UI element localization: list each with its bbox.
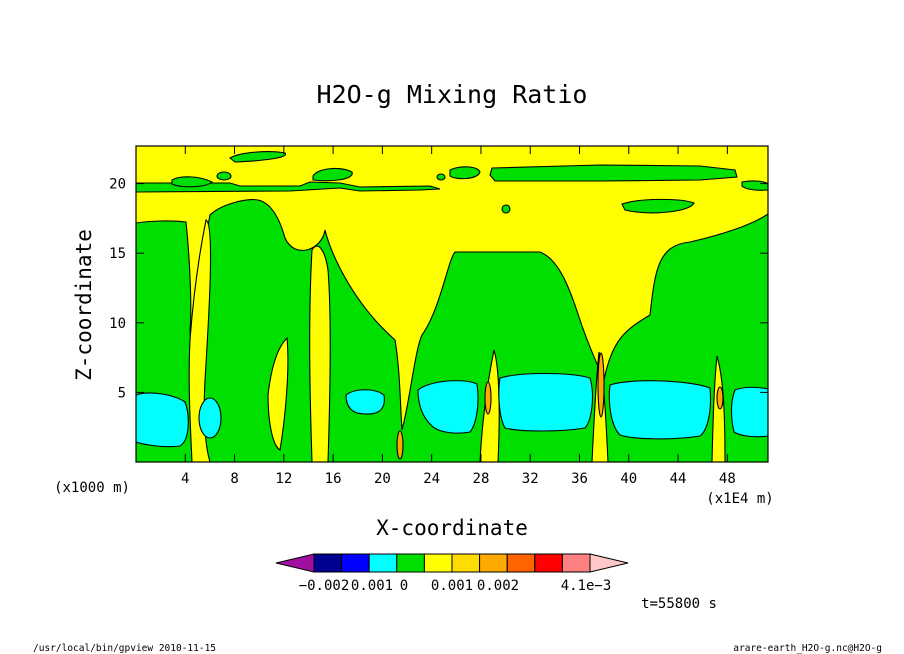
y-axis-label: Z-coordinate — [72, 229, 96, 381]
moist-layer — [171, 176, 213, 188]
colorbar-label: 0.001 — [431, 578, 473, 594]
x-axis-label: X-coordinate — [376, 516, 528, 540]
dry-pocket — [136, 392, 189, 448]
x-tick-label: 40 — [620, 471, 637, 487]
channel — [711, 355, 726, 462]
colorbar-cell — [368, 553, 398, 573]
colorbar: −0.002 0.001 0 0.001 0.002 4.1e−3 — [275, 553, 629, 594]
colorbar-label: −0.002 — [299, 578, 350, 594]
x-tick-label: 20 — [374, 471, 391, 487]
moist-streak — [716, 386, 724, 410]
x-unit-left: (x1000 m) — [54, 480, 130, 496]
moist-layer — [449, 166, 481, 180]
dry-pocket — [730, 386, 768, 438]
x-tick-label: 8 — [230, 471, 238, 487]
time-label: t=55800 s — [641, 596, 717, 612]
moist-layer — [312, 167, 353, 182]
x-tick-label: 12 — [275, 471, 292, 487]
y-tick-label: 5 — [118, 385, 126, 401]
plot-frame — [135, 145, 769, 463]
x-tick-label: 48 — [719, 471, 736, 487]
dry-pocket — [417, 380, 479, 434]
colorbar-high-arrow — [589, 553, 629, 573]
dry-pocket — [345, 389, 385, 415]
x-tick-label: 28 — [473, 471, 490, 487]
colorbar-cell — [479, 553, 508, 573]
x-tick-label: 24 — [423, 471, 440, 487]
colorbar-cell — [561, 553, 591, 573]
y-axis: 5 10 15 20 — [109, 177, 768, 401]
colorbar-cell — [423, 553, 453, 573]
moist-layer — [501, 204, 511, 214]
x-unit-right: (x1E4 m) — [706, 491, 773, 507]
moist-layer — [229, 151, 286, 163]
dry-pocket — [498, 372, 594, 432]
x-tick-label: 4 — [181, 471, 189, 487]
colorbar-cell — [451, 553, 481, 573]
colorbar-label: 0 — [400, 578, 408, 594]
colorbar-low-arrow — [275, 553, 315, 573]
dry-pocket — [608, 380, 712, 440]
y-tick-label: 15 — [109, 246, 126, 262]
chart-title: H2O-g Mixing Ratio — [317, 80, 588, 109]
y-tick-label: 10 — [109, 316, 126, 332]
colorbar-cell — [534, 553, 563, 573]
x-tick-label: 36 — [571, 471, 588, 487]
x-tick-label: 16 — [325, 471, 342, 487]
colorbar-cell — [396, 553, 425, 573]
moist-layer — [489, 164, 738, 182]
moist-streak — [484, 381, 492, 415]
moist-layer — [436, 173, 446, 181]
moist-layer — [136, 181, 441, 193]
colorbar-label: 4.1e−3 — [561, 578, 612, 594]
footer-right: arare-earth_H2O-g.nc@H2O-g — [733, 643, 882, 654]
x-tick-label: 32 — [522, 471, 539, 487]
channel — [267, 336, 289, 451]
moist-streak — [597, 352, 605, 418]
y-tick-label: 20 — [109, 177, 126, 193]
moist-layer — [216, 171, 232, 181]
footer-left: /usr/local/bin/gpview 2010-11-15 — [33, 643, 216, 654]
colorbar-label: 0.001 — [351, 578, 393, 594]
dry-pocket — [198, 397, 222, 439]
x-axis: 4 8 12 16 20 24 28 32 36 40 44 48 — [181, 146, 736, 487]
colorbar-cell — [506, 553, 536, 573]
moist-layer — [621, 198, 695, 214]
colorbar-label: 0.002 — [477, 578, 519, 594]
x-tick-label: 44 — [670, 471, 687, 487]
colorbar-cell — [313, 553, 343, 573]
colorbar-cell — [341, 553, 370, 573]
moist-streak — [396, 430, 404, 460]
channel — [309, 245, 331, 462]
plot-area — [135, 145, 769, 463]
